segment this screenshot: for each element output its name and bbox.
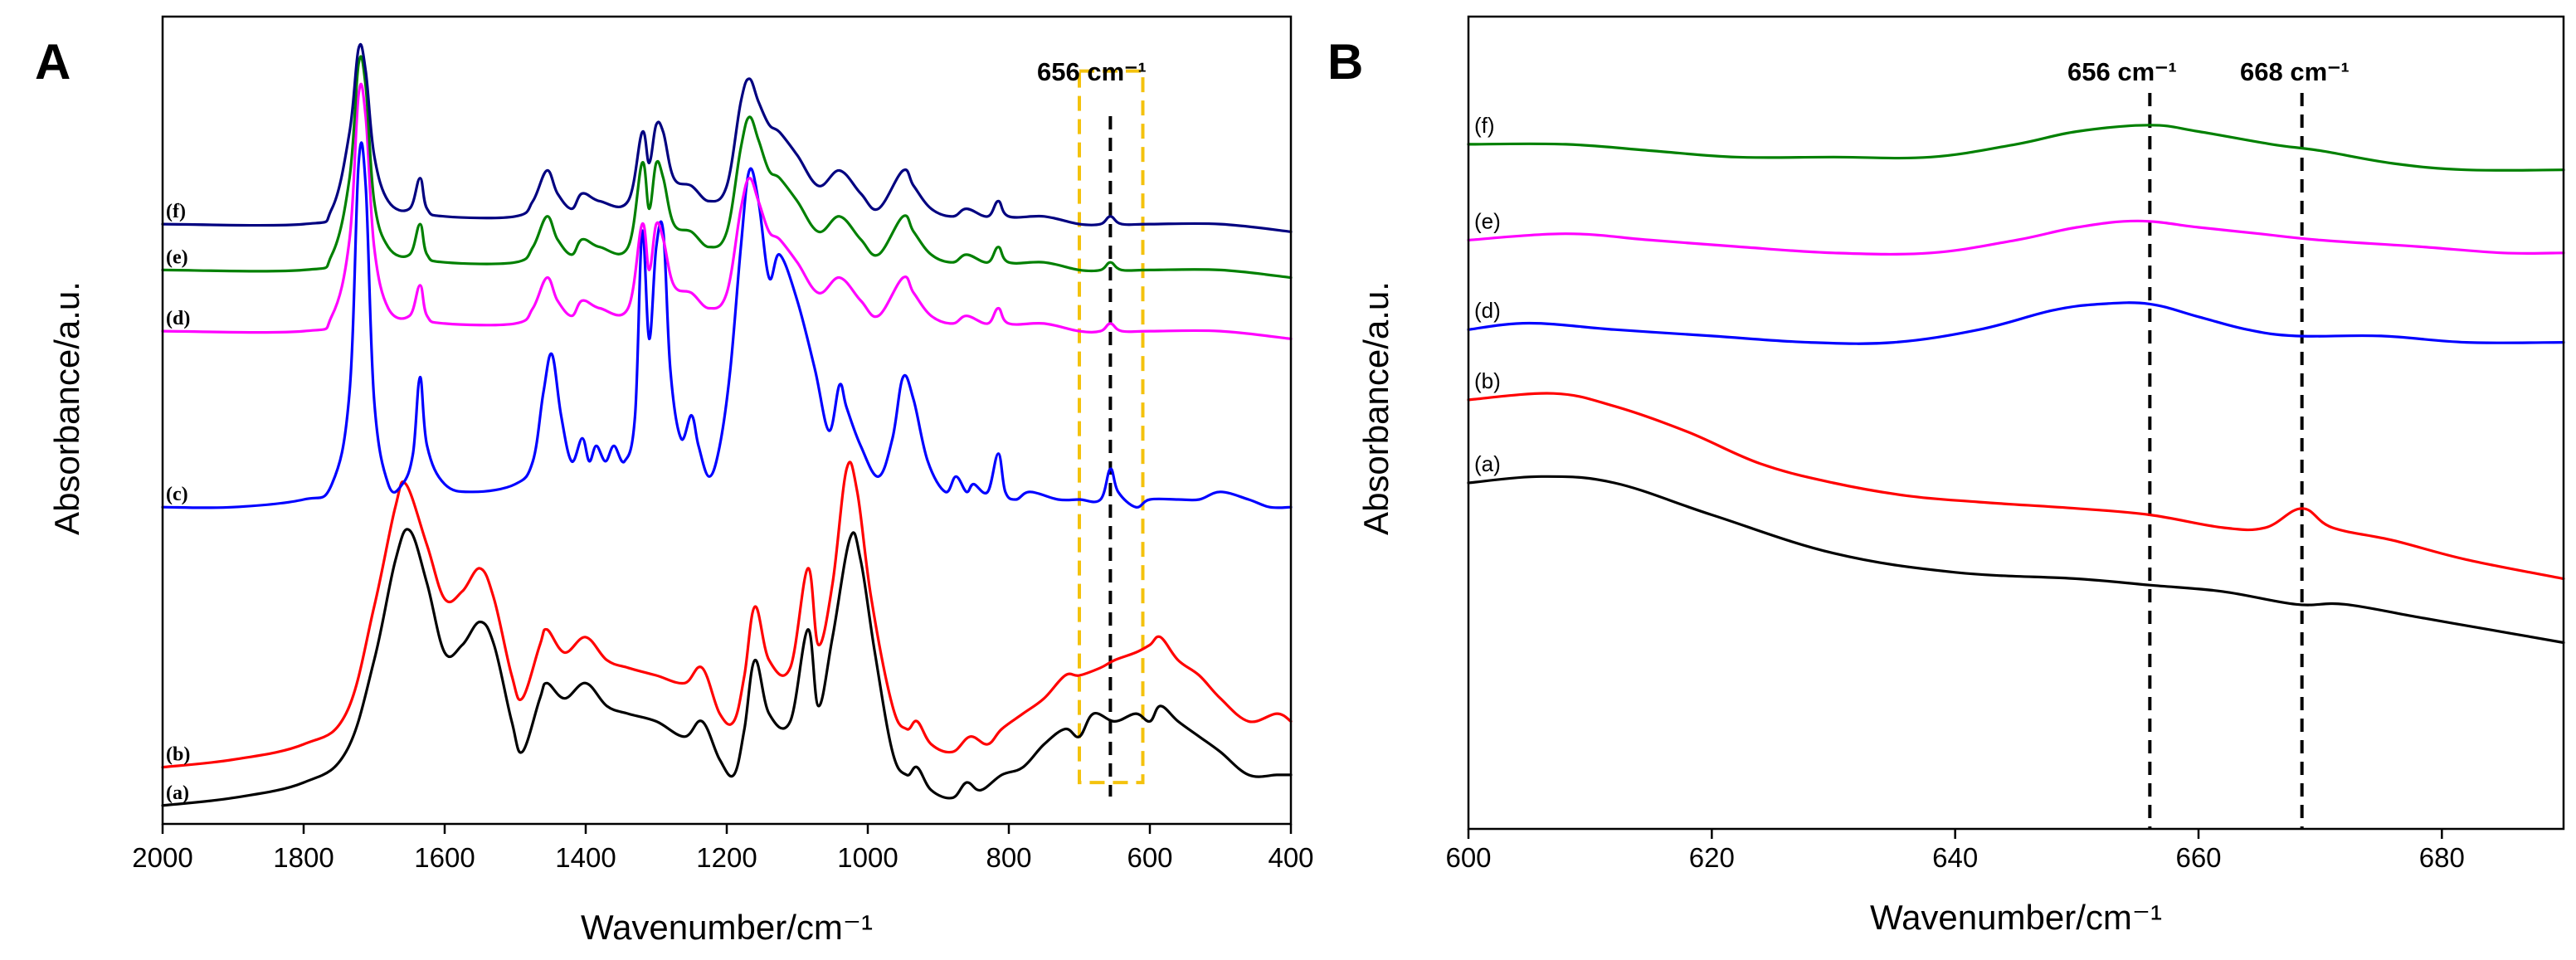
panel-b-x-tick-label: 600 (1445, 842, 1491, 873)
panel-a-plot-frame (161, 15, 1293, 826)
panel-a-series-b (161, 461, 1293, 769)
panel-a-series-layer (161, 42, 1293, 807)
panel-a-curve-label-b: (b) (166, 744, 190, 766)
panel-a-x-tick-label: 400 (1268, 842, 1313, 873)
panel-a-x-tick-label: 600 (1127, 842, 1172, 873)
panel-a-x-tick-label: 1200 (696, 842, 757, 873)
panel-b-curve-label-f: (f) (1474, 113, 1495, 138)
panel-b-curve-label-e: (e) (1474, 208, 1501, 233)
panel-a-series-a (161, 528, 1293, 807)
panel-a-x-axis-title: Wavenumber/cm⁻¹ (581, 908, 873, 947)
panel-a-x-tick-label: 2000 (132, 842, 192, 873)
panel-a-series-f (161, 42, 1293, 233)
panel-b-series-f (1467, 124, 2565, 172)
panel-b-x-tick-label: 640 (1932, 842, 1978, 873)
panel-b-y-axis-title: Absorbance/a.u. (1356, 281, 1395, 535)
panel-b-marker-layer (2148, 93, 2304, 829)
panel-a-series-c (161, 141, 1293, 509)
panel-b-curve-label-b: (b) (1474, 368, 1501, 393)
panel-b-curve-label-a: (a) (1474, 451, 1501, 476)
panel-a-x-tick-label: 1400 (555, 842, 616, 873)
panel-a: A Absorbance/a.u. Wavenumber/cm⁻¹ 2000 18… (35, 15, 1314, 947)
panel-a-letter: A (35, 34, 71, 90)
panel-b-x-tick-label: 680 (2419, 842, 2465, 873)
panel-b: B Absorbance/a.u. Wavenumber/cm⁻¹ 600 620… (1327, 15, 2565, 937)
panel-a-curve-label-f: (f) (166, 201, 186, 222)
panel-b-curve-label-d: (d) (1474, 298, 1501, 323)
panel-b-x-tick-label: 660 (2175, 842, 2221, 873)
panel-a-x-tick-label: 800 (986, 842, 1031, 873)
panel-a-curve-label-e: (e) (166, 246, 188, 268)
panel-a-x-tick-label: 1600 (414, 842, 475, 873)
panel-b-annotation-668: 668 cm⁻¹ (2240, 57, 2350, 86)
panel-b-series-layer (1467, 124, 2565, 645)
panel-a-y-axis-title: Absorbance/a.u. (47, 281, 86, 535)
panel-a-curve-labels: (a) (b) (c) (d) (e) (f) (166, 201, 190, 804)
panel-b-series-b (1467, 392, 2565, 581)
panel-a-curve-label-a: (a) (166, 782, 189, 804)
panel-b-series-a (1467, 475, 2565, 645)
panel-a-x-tick-label: 1800 (273, 842, 334, 873)
panel-a-series-d (161, 82, 1293, 340)
panel-a-annotation-656: 656 cm⁻¹ (1037, 57, 1147, 86)
panel-a-curve-label-c: (c) (166, 484, 188, 505)
panel-a-series-e (161, 55, 1293, 280)
panel-b-series-e (1467, 219, 2565, 256)
panel-b-annotation-656: 656 cm⁻¹ (2067, 57, 2177, 86)
panel-a-highlight-box (1078, 69, 1145, 785)
panel-b-series-d (1467, 301, 2565, 345)
panel-b-letter: B (1327, 34, 1363, 90)
panel-a-curve-label-d: (d) (166, 308, 190, 329)
panel-a-highlight-box-layer (1078, 69, 1145, 785)
panel-a-x-tick-label: 1000 (837, 842, 898, 873)
panel-b-curve-labels: (a) (b) (d) (e) (f) (1474, 113, 1501, 476)
panel-b-x-axis: 600 620 640 660 680 (1445, 829, 2465, 873)
panel-b-x-tick-label: 620 (1689, 842, 1735, 873)
panel-a-x-axis: 2000 1800 1600 1400 1200 1000 800 600 400 (132, 824, 1314, 873)
panel-b-plot-frame (1467, 15, 2565, 831)
panel-b-x-axis-title: Wavenumber/cm⁻¹ (1870, 898, 2162, 937)
